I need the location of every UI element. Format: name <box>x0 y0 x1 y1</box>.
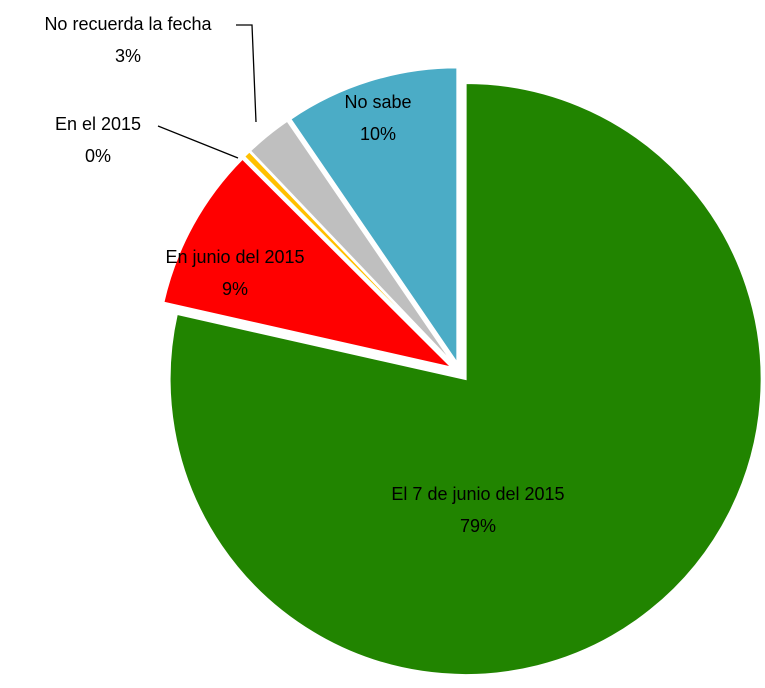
slice-value-label: 9% <box>222 279 248 299</box>
pie-slice <box>162 157 456 370</box>
slice-value-label: 10% <box>360 124 396 144</box>
slice-value-label: 3% <box>115 46 141 66</box>
slice-label: No recuerda la fecha <box>44 14 212 34</box>
slices <box>162 66 763 677</box>
pie-slice <box>168 82 763 677</box>
slice-label: El 7 de junio del 2015 <box>391 484 564 504</box>
leader-line <box>157 125 239 159</box>
slice-value-label: 79% <box>460 516 496 536</box>
pie-slice <box>248 119 456 366</box>
slice-label: No sabe <box>344 92 411 112</box>
slice-label: En el 2015 <box>55 114 141 134</box>
labels: El 7 de junio del 2015 79% En junio del 20… <box>44 14 564 536</box>
slice-value-label: 0% <box>85 146 111 166</box>
leader-line <box>236 24 257 123</box>
slice-label: En junio del 2015 <box>165 247 304 267</box>
pie-slice <box>288 66 459 367</box>
